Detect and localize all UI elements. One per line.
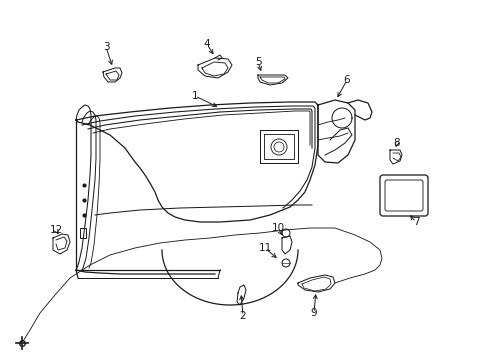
Text: 7: 7 [412, 217, 418, 227]
FancyBboxPatch shape [80, 228, 86, 238]
Text: 1: 1 [191, 91, 198, 101]
Text: 5: 5 [254, 57, 261, 67]
FancyBboxPatch shape [379, 175, 427, 216]
Text: 6: 6 [343, 75, 349, 85]
Text: 12: 12 [49, 225, 62, 235]
Text: 10: 10 [271, 223, 284, 233]
Text: 11: 11 [258, 243, 271, 253]
Text: 9: 9 [310, 308, 317, 318]
Text: 2: 2 [239, 311, 246, 321]
Text: 8: 8 [393, 138, 400, 148]
Text: 4: 4 [203, 39, 210, 49]
Text: 3: 3 [102, 42, 109, 52]
